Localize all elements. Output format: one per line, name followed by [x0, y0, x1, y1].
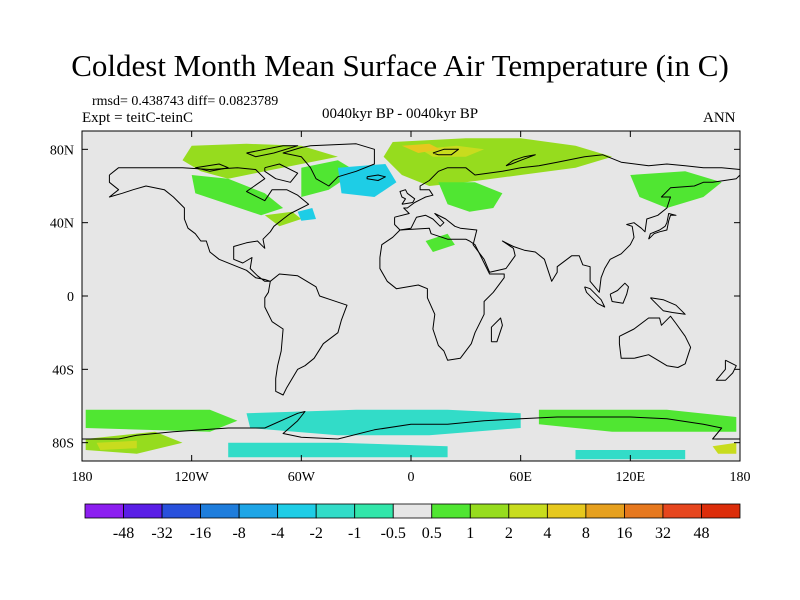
coastline-sumatra — [584, 286, 606, 308]
lon-tick-label-6: 180 — [730, 470, 751, 485]
lon-tick-label-0: 180 — [72, 470, 93, 485]
coastline-antarctica — [82, 411, 740, 440]
colorbar-swatch-2 — [161, 503, 201, 519]
colorbar-label-10: 2 — [505, 525, 513, 542]
coastline-africa — [379, 227, 505, 361]
colorbar-label-8: 0.5 — [422, 525, 442, 542]
colorbar-swatch-14 — [624, 503, 664, 519]
colorbar-swatch-7 — [354, 503, 394, 519]
anomaly-region-18 — [538, 409, 737, 432]
coastline-greenland — [282, 143, 375, 187]
coastline-victoria-island — [195, 163, 229, 172]
anomaly-region-12 — [297, 208, 316, 221]
lon-tick-label-4: 60E — [509, 470, 532, 485]
colorbar-label-4: -4 — [271, 525, 284, 542]
colorbar-label-3: -8 — [232, 525, 245, 542]
anomaly-region-7 — [630, 171, 722, 208]
coastline-new-zealand — [715, 359, 737, 381]
colorbar-label-5: -2 — [310, 525, 323, 542]
anomaly-region-17 — [96, 440, 137, 450]
colorbar-swatch-15 — [662, 503, 702, 519]
colorbar-swatch-12 — [546, 503, 587, 519]
coastline-australia — [618, 315, 692, 368]
colorbar-label-12: 8 — [582, 525, 590, 542]
anomaly-region-3 — [401, 143, 441, 153]
coastline-great-britain — [399, 189, 416, 205]
period-label: 0040kyr BP - 0040kyr BP — [322, 106, 479, 122]
season-label: ANN — [703, 110, 736, 126]
colorbar-swatch-1 — [123, 503, 163, 519]
axis-ticks: 80N 40N 0 40S 80S 180 120W 60W 0 60E 120E 180 — [50, 131, 751, 485]
colorbar-label-6: -1 — [348, 525, 361, 542]
coastlines — [82, 143, 740, 440]
lat-tick-label-2: 0 — [67, 290, 74, 305]
lon-tick-label-5: 120E — [616, 470, 646, 485]
colorbar-label-0: -48 — [113, 525, 134, 542]
coastline-new-guinea — [650, 297, 686, 315]
coastline-south-america — [264, 273, 348, 396]
colorbar-swatch-13 — [585, 503, 625, 519]
lon-tick-label-2: 60W — [288, 470, 316, 485]
lat-tick-label-4: 80S — [52, 437, 74, 452]
colorbar-swatch-11 — [508, 503, 548, 519]
colorbar-swatch-5 — [277, 503, 317, 519]
anomaly-region-6 — [438, 182, 503, 212]
colorbar-label-13: 16 — [616, 525, 632, 542]
colorbar-label-9: 1 — [466, 525, 474, 542]
colorbar-swatch-10 — [469, 503, 510, 519]
colorbar-label-15: 48 — [693, 525, 709, 542]
colorbar-label-1: -32 — [151, 525, 172, 542]
coastline-novaya-zemlya — [505, 154, 536, 167]
anomaly-region-0 — [182, 143, 338, 179]
coastline-baffin-island — [264, 163, 299, 183]
colorbar-label-2: -16 — [190, 525, 211, 542]
anomaly-region-13 — [246, 409, 521, 436]
lat-tick-label-3: 40S — [52, 363, 74, 378]
anomaly-region-15 — [85, 409, 238, 432]
colorbar-swatch-0 — [84, 503, 124, 519]
colorbar-swatch-4 — [238, 503, 279, 519]
colorbar-swatch-8 — [392, 503, 433, 519]
lat-tick-label-0: 80N — [50, 143, 74, 158]
coastline-eurasia — [394, 154, 740, 293]
experiment-label: Expt = teitC-teinC — [82, 110, 193, 126]
stats-line: rmsd= 0.438743 diff= 0.0823789 — [92, 94, 279, 109]
anomaly-region-14 — [228, 442, 448, 458]
colorbar: -48 -32 -16 -8 -4 -2 -1 -0.5 0.5 1 2 4 8 16 32 48 — [84, 503, 741, 542]
coastline-svalbard — [432, 148, 459, 156]
anomaly-region-9 — [425, 233, 455, 252]
anomaly-field — [85, 138, 737, 460]
colorbar-swatch-6 — [315, 503, 356, 519]
coastline-iceland — [366, 174, 386, 181]
lat-tick-label-1: 40N — [50, 217, 74, 232]
colorbar-label-14: 32 — [655, 525, 671, 542]
colorbar-swatch-16 — [701, 503, 741, 519]
colorbar-label-11: 4 — [543, 525, 551, 542]
lon-tick-label-1: 120W — [175, 470, 210, 485]
coastline-ellesmere — [246, 145, 299, 158]
colorbar-swatch-3 — [200, 503, 240, 519]
coastline-north-america — [108, 167, 310, 282]
colorbar-swatch-9 — [431, 503, 471, 519]
coastline-madagascar — [490, 317, 503, 343]
page-title: Coldest Month Mean Surface Air Temperatu… — [71, 48, 729, 83]
map-background — [82, 131, 740, 461]
anomaly-region-20 — [575, 450, 686, 460]
coastline-japan — [648, 213, 677, 240]
anomaly-region-5 — [191, 175, 284, 216]
anomaly-region-19 — [712, 442, 737, 454]
lon-tick-label-3: 0 — [408, 470, 415, 485]
colorbar-label-7: -0.5 — [381, 525, 406, 542]
coastline-borneo — [609, 282, 629, 304]
